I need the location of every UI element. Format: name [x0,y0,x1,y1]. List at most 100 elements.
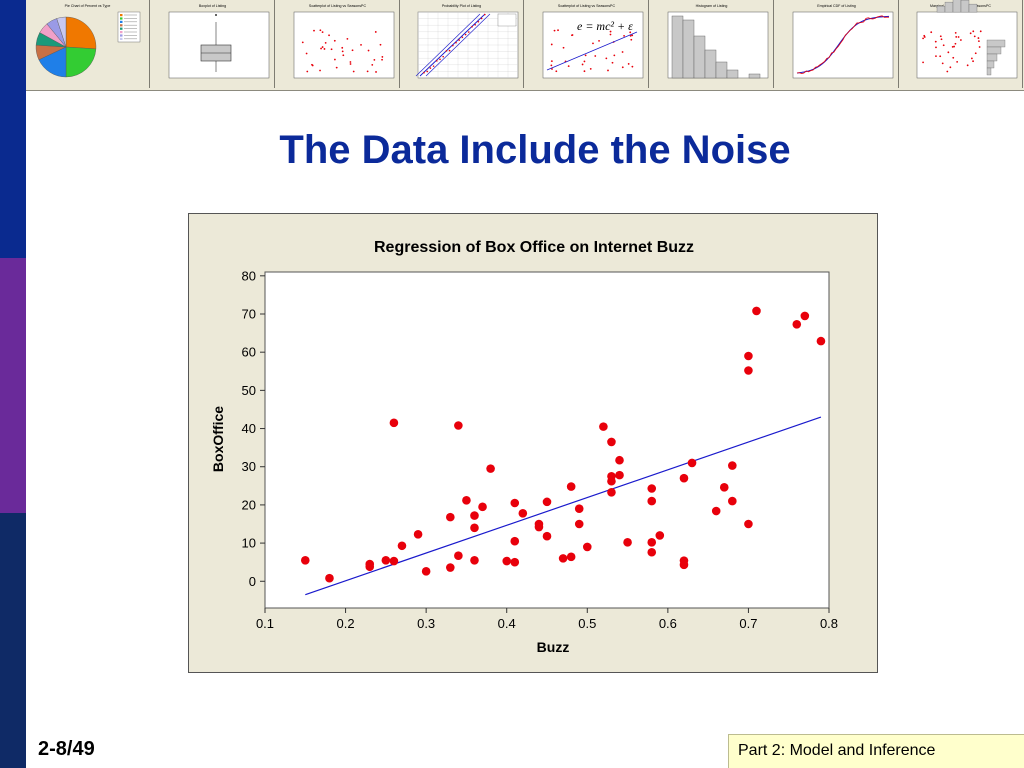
fit-line-group [305,416,822,596]
y-tick-label: 80 [242,268,256,283]
boxplot-thumbnail: Boxplot of Listing [150,0,275,88]
thumbnail-title: Scatterplot of Listing vs SeasonsPC [558,4,616,8]
data-point [728,496,737,506]
thumbnail-title: Scatterplot of Listing vs SeasonsPC [308,4,366,8]
formula-text: e = mc² + ε [577,19,633,33]
thumbnail-title: Pie Chart of Percent vs Type [65,4,111,8]
data-point [397,541,407,551]
data-point [816,336,826,346]
x-tick-label: 0.1 [256,616,274,631]
regression-formula-thumbnail: Scatterplot of Listing vs SeasonsPC e = m… [525,0,649,88]
chart-title: Regression of Box Office on Internet Buz… [374,239,694,256]
data-point [752,306,761,316]
data-point [679,560,689,570]
side-bar-bottom [0,513,26,768]
x-axis-label: Buzz [537,639,570,655]
probability-plot-thumbnail: Probability Plot of Listing [400,0,525,88]
data-point [607,476,616,486]
data-point [454,421,463,430]
scatterplot-thumbnail: Scatterplot of Listing vs SeasonsPC [275,0,400,88]
data-point [486,464,495,473]
x-tick-label: 0.2 [337,616,355,631]
data-point [300,555,310,565]
x-tick-label: 0.4 [498,616,516,631]
thumbnail-title: Histogram of Listing [695,4,727,8]
thumbnail-strip: Pie Chart of Percent vs Type Boxplot of L… [26,0,1024,91]
data-point [728,461,737,470]
thumbnail-title: Empirical CDF of Listing [817,4,856,8]
data-point [510,498,520,508]
data-point [542,531,552,541]
data-point [679,473,689,483]
y-tick-label: 70 [242,307,256,322]
side-bar-middle [0,258,26,513]
data-point [711,506,721,516]
data-point [566,552,576,562]
x-tick-label: 0.7 [739,616,757,631]
data-point [470,555,479,565]
data-point [365,562,375,572]
data-point [615,455,624,465]
data-point [421,567,431,576]
data-point [647,538,657,547]
data-point [462,496,471,505]
axes: 0.1 0.2 0.3 0.4 0.5 0.6 0.7 0.8 0 10 20 30 40 50 60 70 8… [242,268,839,631]
data-point [647,484,657,493]
thumbnail-title: Boxplot of Listing [199,4,226,8]
y-axis-label: BoxOffice [210,406,226,472]
data-point [470,511,479,520]
x-tick-label: 0.3 [417,616,435,631]
data-point [510,557,520,567]
x-tick-label: 0.5 [578,616,596,631]
x-tick-label: 0.6 [659,616,677,631]
y-tick-label: 40 [242,421,256,436]
data-point [647,496,657,506]
x-tick-label: 0.8 [820,616,838,631]
thumbnail-title: Probability Plot of Listing [442,4,481,8]
data-point [566,482,576,491]
data-point [518,509,528,518]
marginal-plot-thumbnail: Marginal Plot of Listing vs SeasonsPC [899,0,1024,88]
data-point [582,542,592,552]
data-point [615,470,624,480]
y-tick-label: 10 [242,536,256,551]
data-point [446,563,455,572]
data-point [478,502,487,512]
data-point [647,547,657,557]
slide-title: The Data Include the Noise [279,128,791,172]
data-point [574,519,584,529]
data-point [800,311,810,321]
data-point [470,523,479,533]
data-point [719,483,729,492]
data-point [687,458,697,468]
data-point [389,556,399,566]
data-point [454,551,463,560]
data-point [574,504,584,514]
data-point [655,531,665,540]
data-point [599,422,608,431]
histogram-thumbnail: Histogram of Listing [649,0,774,88]
data-point [623,538,632,547]
data-point [502,556,512,566]
footer-section-label: Part 2: Model and Inference [728,734,1024,768]
y-tick-label: 20 [242,497,256,512]
data-point [744,519,753,529]
empirical-cdf-thumbnail: Empirical CDF of Listing [774,0,899,88]
data-point [510,536,520,546]
regression-fit-line [305,416,822,596]
page-number: 2-8/49 [38,738,95,760]
y-tick-label: 60 [242,345,256,360]
data-point [542,497,552,507]
pie-chart-thumbnail: Pie Chart of Percent vs Type [26,0,150,88]
regression-chart: Regression of Box Office on Internet Buz… [188,213,878,673]
y-tick-label: 30 [242,459,256,474]
data-point [413,530,423,539]
data-point [744,366,753,375]
data-point [607,488,616,497]
data-points [300,306,826,583]
data-point [744,351,753,361]
data-point [325,573,334,583]
data-point [558,554,568,563]
data-point [446,512,455,522]
data-point [792,320,802,329]
